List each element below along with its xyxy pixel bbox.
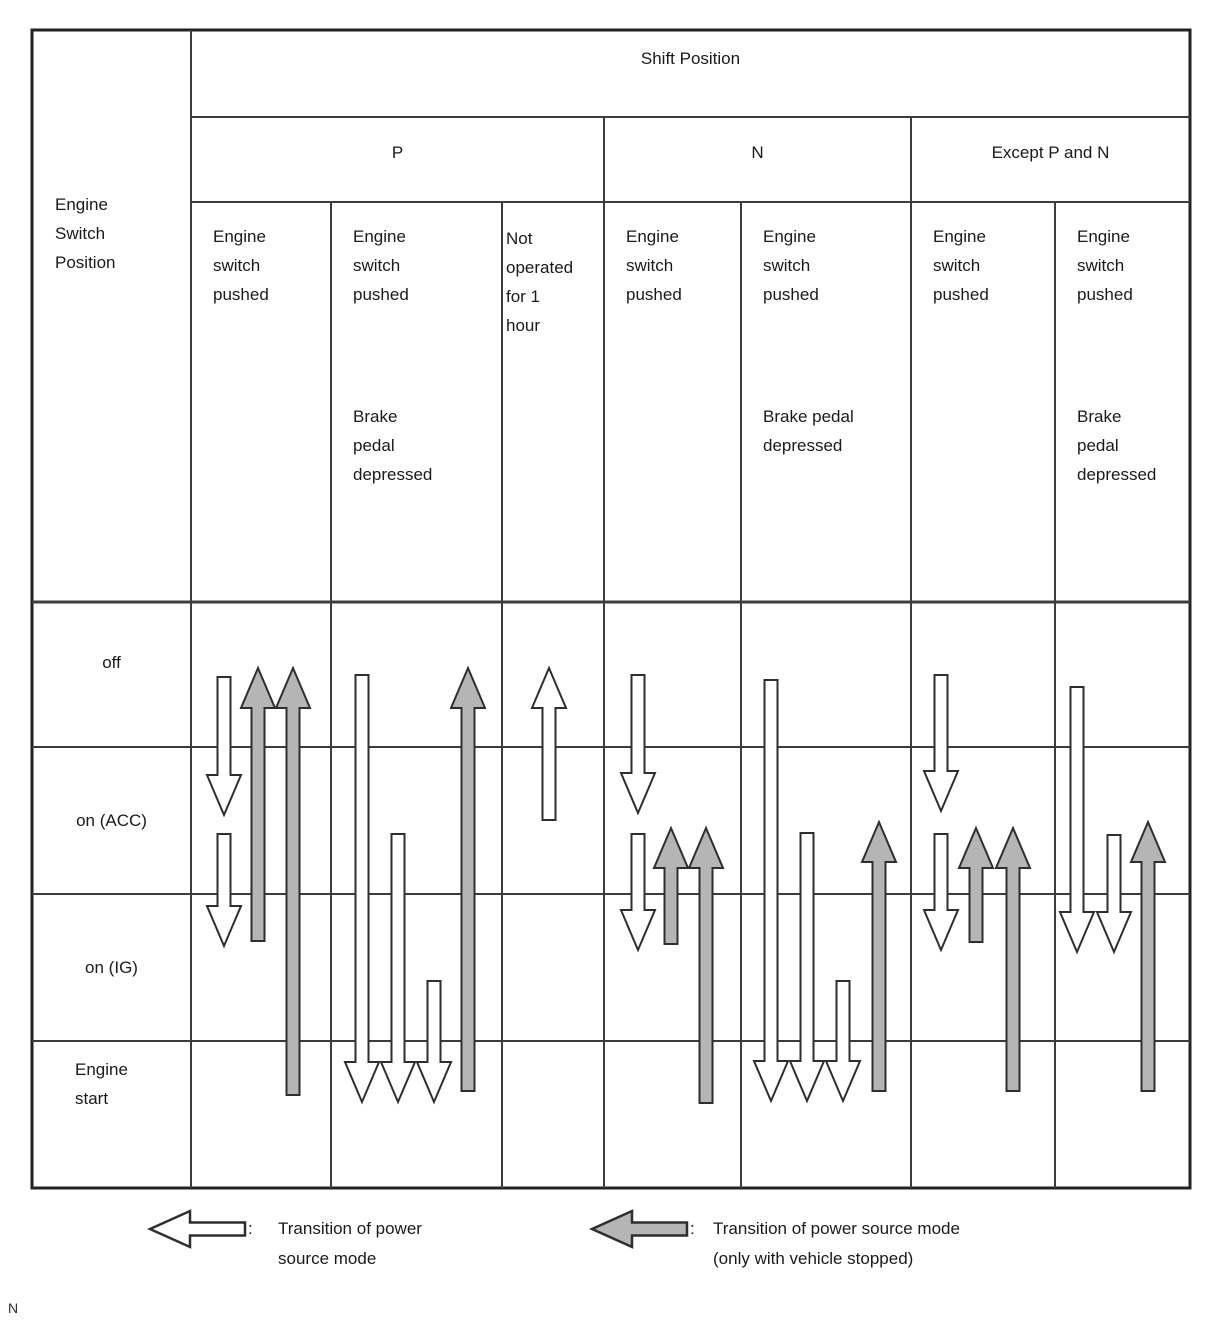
legend-gray-arrow-icon bbox=[588, 1209, 689, 1249]
transition-arrow-white-down bbox=[619, 833, 657, 953]
transition-arrow-gray-up bbox=[239, 665, 277, 942]
row-header-on-acc: on (ACC) bbox=[76, 811, 147, 830]
transition-arrow-gray-up bbox=[1129, 819, 1167, 1092]
transition-arrow-gray-up bbox=[687, 825, 725, 1104]
table-outer-border bbox=[30, 28, 1192, 1190]
transition-arrow-white-down bbox=[1058, 686, 1096, 955]
transition-arrow-white-down bbox=[922, 674, 960, 814]
shift-group-header-except-p-n: Except P and N bbox=[991, 143, 1110, 162]
transition-arrow-white-down bbox=[205, 833, 243, 949]
row-header-off: off bbox=[102, 653, 121, 672]
legend-gray-colon: : bbox=[690, 1219, 695, 1238]
transition-arrow-white-up bbox=[530, 665, 568, 821]
condition-header-p-pushed: Engine switch pushed bbox=[213, 227, 269, 304]
transition-arrow-gray-up bbox=[860, 819, 898, 1092]
transition-arrow-white-down bbox=[343, 674, 381, 1105]
transition-arrow-white-down bbox=[415, 980, 453, 1105]
transition-arrow-white-down bbox=[752, 679, 790, 1104]
condition-header-p-brake-depressed: Brake pedal depressed bbox=[353, 407, 433, 484]
transition-arrow-gray-up bbox=[652, 825, 690, 945]
transition-arrow-white-down bbox=[619, 674, 657, 816]
transition-arrow-white-down bbox=[922, 833, 960, 953]
transition-arrow-white-down bbox=[379, 833, 417, 1105]
shift-group-header-p: P bbox=[391, 143, 404, 162]
condition-header-p-pushed-brake: Engine switch pushed bbox=[353, 227, 409, 304]
condition-header-except-pushed: Engine switch pushed bbox=[933, 227, 989, 304]
legend-gray-arrow-label: Transition of power source mode (only wi… bbox=[713, 1219, 960, 1268]
transition-arrow-gray-up bbox=[957, 825, 995, 943]
transition-arrow-white-down bbox=[788, 832, 826, 1104]
transition-arrow-white-down bbox=[1095, 834, 1133, 955]
transition-arrow-gray-up bbox=[994, 825, 1032, 1092]
condition-header-n-pushed: Engine switch pushed bbox=[626, 227, 682, 304]
row-header-on-ig: on (IG) bbox=[85, 958, 138, 977]
legend-white-colon: : bbox=[248, 1219, 253, 1238]
footnote-n: N bbox=[8, 1300, 19, 1316]
condition-header-except-brake-depressed: Brake pedal depressed bbox=[1077, 407, 1157, 484]
transition-arrow-white-down bbox=[824, 980, 862, 1104]
legend-white-arrow-icon bbox=[146, 1209, 247, 1249]
row-header-engine-start: Engine start bbox=[75, 1060, 128, 1108]
shift-group-header-n: N bbox=[751, 143, 764, 162]
column-header-shift-position: Shift Position bbox=[640, 49, 741, 68]
transition-arrow-gray-up bbox=[274, 665, 312, 1096]
condition-header-n-brake-depressed: Brake pedal depressed bbox=[763, 407, 854, 455]
condition-header-p-not-operated: Not operated for 1 hour bbox=[506, 229, 574, 335]
condition-header-except-pushed-brake: Engine switch pushed bbox=[1077, 227, 1133, 304]
transition-arrows-layer bbox=[205, 665, 1167, 1105]
transition-arrow-gray-up bbox=[449, 665, 487, 1092]
transition-arrow-white-down bbox=[205, 676, 243, 818]
condition-header-n-pushed-brake: Engine switch pushed bbox=[763, 227, 819, 304]
legend-white-arrow-label: Transition of power source mode bbox=[278, 1219, 422, 1268]
corner-header-engine-switch-position: Engine Switch Position bbox=[55, 195, 116, 272]
